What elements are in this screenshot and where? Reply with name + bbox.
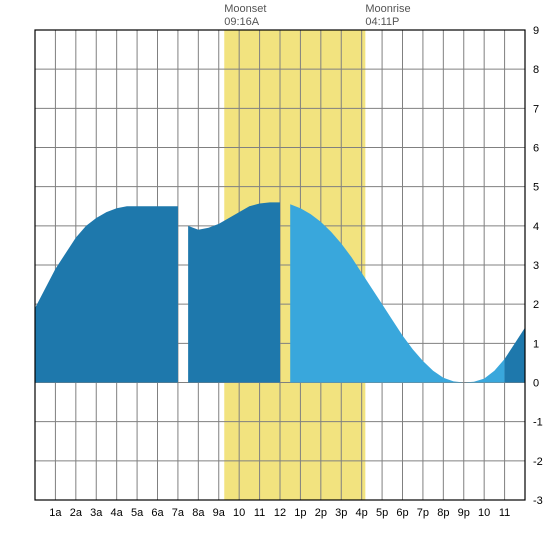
- x-tick-label: 5a: [131, 507, 144, 519]
- header-value: 04:11P: [365, 16, 399, 28]
- y-tick-label: 6: [533, 143, 539, 155]
- y-tick-label: 3: [533, 260, 539, 272]
- y-tick-label: -2: [533, 456, 543, 468]
- y-tick-label: 1: [533, 338, 539, 350]
- x-tick-label: 1p: [294, 507, 306, 519]
- header-title: Moonset: [224, 3, 266, 15]
- x-tick-label: 8p: [437, 507, 449, 519]
- chart-svg: 1a2a3a4a5a6a7a8a9a1011121p2p3p4p5p6p7p8p…: [0, 0, 550, 550]
- x-tick-label: 11: [254, 507, 265, 519]
- x-tick-label: 7a: [172, 507, 185, 519]
- tide-chart: 1a2a3a4a5a6a7a8a9a1011121p2p3p4p5p6p7p8p…: [0, 0, 550, 550]
- x-tick-label: 10: [478, 507, 490, 519]
- x-tick-label: 6a: [151, 507, 164, 519]
- y-tick-label: 8: [533, 64, 539, 76]
- y-tick-label: 0: [533, 378, 539, 390]
- y-tick-label: 7: [533, 103, 539, 115]
- header-value: 09:16A: [224, 16, 260, 28]
- x-tick-label: 3p: [335, 507, 347, 519]
- y-tick-label: 9: [533, 25, 539, 37]
- x-tick-label: 9a: [213, 507, 226, 519]
- y-tick-label: 4: [533, 221, 539, 233]
- x-tick-label: 11: [499, 507, 510, 519]
- x-tick-label: 7p: [417, 507, 429, 519]
- x-tick-label: 2a: [70, 507, 83, 519]
- x-tick-label: 4p: [356, 507, 368, 519]
- x-tick-label: 4a: [111, 507, 124, 519]
- x-tick-label: 2p: [315, 507, 327, 519]
- x-tick-label: 5p: [376, 507, 388, 519]
- header-title: Moonrise: [365, 3, 410, 15]
- x-tick-label: 3a: [90, 507, 103, 519]
- x-tick-label: 9p: [458, 507, 470, 519]
- x-tick-label: 12: [274, 507, 286, 519]
- x-tick-label: 10: [233, 507, 245, 519]
- x-tick-label: 1a: [49, 507, 62, 519]
- y-tick-label: 2: [533, 299, 539, 311]
- y-tick-label: 5: [533, 182, 539, 194]
- x-tick-label: 8a: [192, 507, 205, 519]
- x-tick-label: 6p: [396, 507, 408, 519]
- y-tick-label: -3: [533, 495, 543, 507]
- y-tick-label: -1: [533, 417, 543, 429]
- x-axis-labels: 1a 2a 3a 4a 5a 6a 7a 8a 9a 10 11 12 1p 2p 3p 4p 5p 6p 7p 8p…: [49, 507, 510, 519]
